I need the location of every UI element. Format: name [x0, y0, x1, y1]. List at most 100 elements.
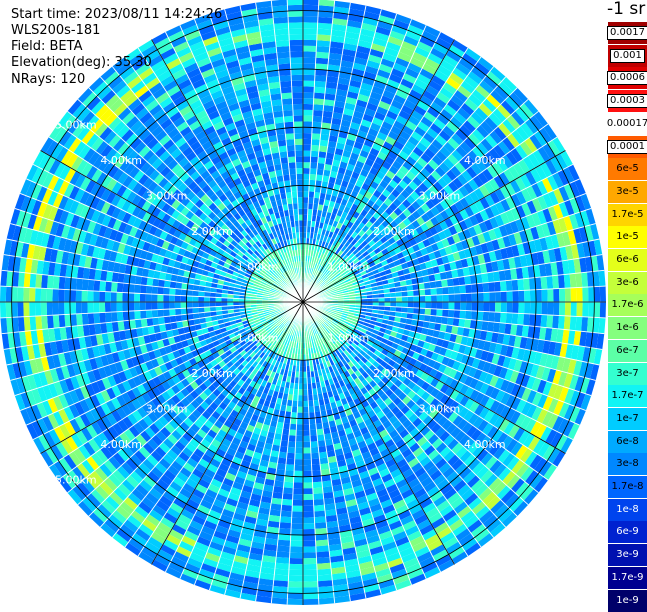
range-gate-cell	[442, 309, 448, 317]
range-gate-cell	[303, 581, 318, 587]
range-gate-cell	[152, 286, 158, 294]
range-gate-cell	[425, 302, 431, 309]
range-gate-cell	[288, 441, 296, 447]
range-gate-cell	[513, 302, 519, 313]
range-gate-cell	[52, 302, 58, 315]
range-gate-cell	[298, 395, 303, 401]
range-gate-cell	[303, 465, 312, 471]
range-gate-cell	[293, 482, 303, 488]
range-gate-cell	[447, 317, 454, 326]
range-gate-cell	[460, 310, 466, 319]
range-gate-cell	[303, 5, 319, 11]
range-gate-cell	[311, 151, 319, 157]
range-gate-cell	[118, 321, 125, 331]
range-gate-cell	[311, 139, 320, 145]
range-gate-cell	[564, 316, 571, 330]
range-gate-cell	[303, 104, 313, 110]
range-gate-cell	[454, 310, 460, 319]
range-gate-cell	[122, 293, 128, 303]
range-gate-cell	[290, 424, 297, 430]
range-gate-cell	[453, 318, 460, 327]
range-gate-cell	[465, 311, 471, 320]
range-gate-cell	[298, 203, 303, 209]
range-gate-cell	[303, 395, 308, 401]
range-gate-cell	[289, 40, 303, 46]
range-gate-cell	[294, 477, 304, 483]
range-gate-cell	[117, 312, 124, 322]
range-gate-cell	[289, 558, 303, 564]
range-gate-cell	[294, 127, 303, 133]
range-gate-cell	[558, 315, 565, 329]
range-gate-cell	[303, 57, 316, 63]
range-gate-cell	[303, 168, 310, 174]
range-gate-cell	[93, 291, 99, 302]
range-gate-cell	[296, 162, 303, 168]
range-gate-cell	[82, 302, 88, 314]
range-gate-cell	[303, 81, 315, 87]
range-gate-cell	[303, 552, 316, 558]
range-gate-cell	[82, 290, 88, 302]
range-gate-cell	[303, 448, 311, 454]
range-gate-cell	[565, 302, 571, 316]
range-gate-cell	[277, 52, 290, 59]
range-gate-cell	[146, 294, 152, 302]
range-gate-cell	[316, 46, 330, 53]
range-gate-cell	[295, 442, 303, 448]
range-gate-cell	[313, 104, 324, 111]
range-gate-cell	[303, 413, 309, 419]
range-gate-cell	[291, 81, 303, 87]
range-gate-cell	[303, 22, 318, 28]
range-gate-cell	[158, 287, 164, 295]
range-gate-cell	[282, 499, 293, 506]
range-gate-cell	[303, 471, 312, 477]
range-gate-cell	[303, 459, 312, 465]
range-gate-cell	[313, 98, 324, 105]
range-gate-cell	[295, 139, 304, 145]
range-gate-cell	[390, 302, 396, 307]
range-gate-cell	[134, 302, 140, 311]
range-gate-cell	[295, 156, 303, 162]
range-gate-cell	[314, 81, 326, 88]
range-gate-cell	[495, 302, 501, 312]
range-gate-cell	[303, 197, 309, 203]
range-gate-cell	[303, 599, 319, 605]
range-gate-cell	[488, 312, 495, 322]
range-gate-cell	[274, 574, 289, 581]
range-gate-cell	[460, 302, 466, 311]
range-gate-cell	[278, 452, 287, 459]
range-gate-cell	[284, 482, 294, 489]
range-gate-cell	[303, 180, 309, 186]
range-gate-cell	[311, 453, 320, 459]
range-gate-cell	[276, 46, 290, 53]
range-gate-cell	[276, 551, 290, 558]
range-gate-cell	[315, 75, 327, 82]
range-gate-cell	[494, 312, 501, 323]
range-gate-cell	[290, 552, 303, 558]
range-gate-cell	[303, 63, 316, 69]
range-gate-cell	[320, 134, 329, 141]
range-gate-cell	[146, 286, 152, 295]
range-gate-cell	[303, 86, 314, 92]
range-gate-cell	[175, 308, 181, 315]
range-gate-cell	[472, 302, 478, 311]
range-gate-cell	[303, 430, 310, 436]
range-gate-cell	[35, 302, 41, 316]
range-gate-cell	[35, 274, 42, 288]
range-gate-cell	[317, 574, 332, 581]
range-gate-cell	[298, 389, 303, 395]
range-gate-cell	[288, 576, 303, 582]
range-gate-cell	[280, 440, 288, 447]
range-gate-cell	[296, 168, 303, 174]
range-gate-cell	[59, 276, 66, 289]
range-gate-cell	[287, 599, 303, 605]
range-gate-cell	[273, 580, 288, 587]
range-gate-cell	[128, 293, 134, 302]
range-gate-cell	[281, 87, 293, 94]
range-gate-cell	[105, 281, 112, 292]
range-gate-cell	[319, 457, 328, 464]
range-gate-cell	[64, 302, 70, 315]
range-gate-cell	[303, 529, 315, 535]
range-gate-cell	[291, 75, 303, 81]
range-gate-cell	[292, 512, 303, 518]
range-gate-cell	[303, 593, 319, 599]
